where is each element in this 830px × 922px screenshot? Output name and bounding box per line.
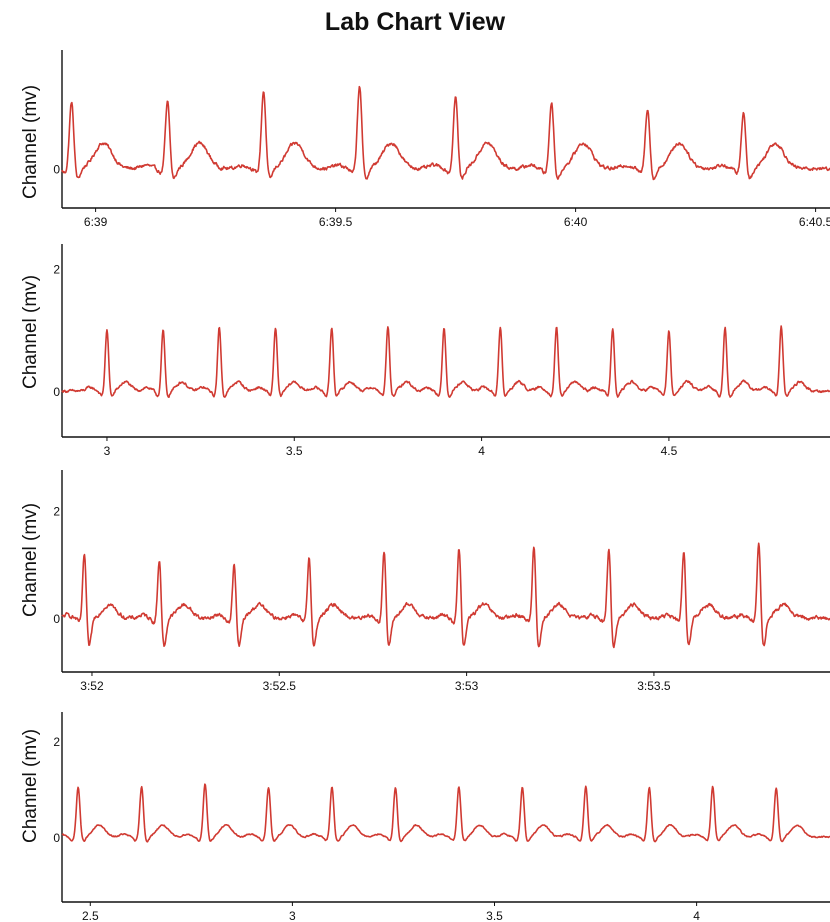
- ecg-trace-line: [61, 542, 830, 649]
- x-tick-label: 6:39.5: [319, 215, 353, 229]
- y-tick-label: 0: [53, 163, 60, 177]
- chart-panel-1: Channel (mv) 0 6:39 6:39.5 6:40 6:40.5: [20, 50, 830, 229]
- x-tick-label: 6:40.5: [799, 215, 830, 229]
- y-tick-label: 2: [53, 735, 60, 749]
- x-tick-label: 3:52.5: [263, 679, 297, 693]
- chart-panel-3: Channel (mv) 0 2 3:52 3:52.5 3:53 3:53.5: [20, 470, 830, 693]
- x-tick-label: 3:53: [455, 679, 479, 693]
- ecg-trace-line: [61, 325, 830, 398]
- x-tick-label: 3: [289, 909, 296, 922]
- y-tick-label: 2: [53, 263, 60, 277]
- x-tick-label: 2.5: [82, 909, 99, 922]
- y-tick-label: 2: [53, 504, 60, 518]
- chart-panel-4: Channel (mv) 0 2 2.5 3 3.5 4: [20, 712, 830, 922]
- x-tick-label: 6:39: [84, 215, 108, 229]
- x-tick-label: 3: [104, 444, 111, 458]
- x-tick-label: 3:52: [80, 679, 104, 693]
- x-tick-label: 3.5: [486, 909, 503, 922]
- page-title: Lab Chart View: [324, 8, 506, 36]
- x-tick-label: 4.5: [661, 444, 678, 458]
- ecg-trace-line: [61, 85, 830, 181]
- y-axis-label: Channel (mv): [20, 503, 41, 617]
- x-tick-label: 4: [478, 444, 485, 458]
- y-axis-label: Channel (mv): [20, 275, 41, 389]
- x-tick-label: 3.5: [286, 444, 303, 458]
- x-tick-label: 6:40: [564, 215, 588, 229]
- y-tick-label: 0: [53, 385, 60, 399]
- y-tick-label: 0: [53, 831, 60, 845]
- y-tick-label: 0: [53, 612, 60, 626]
- ecg-trace-line: [61, 783, 830, 843]
- y-axis-label: Channel (mv): [20, 85, 41, 199]
- y-axis-label: Channel (mv): [20, 729, 41, 843]
- x-tick-label: 3:53.5: [637, 679, 671, 693]
- chart-panel-2: Channel (mv) 0 2 3 3.5 4 4.5: [20, 244, 830, 458]
- x-tick-label: 4: [693, 909, 700, 922]
